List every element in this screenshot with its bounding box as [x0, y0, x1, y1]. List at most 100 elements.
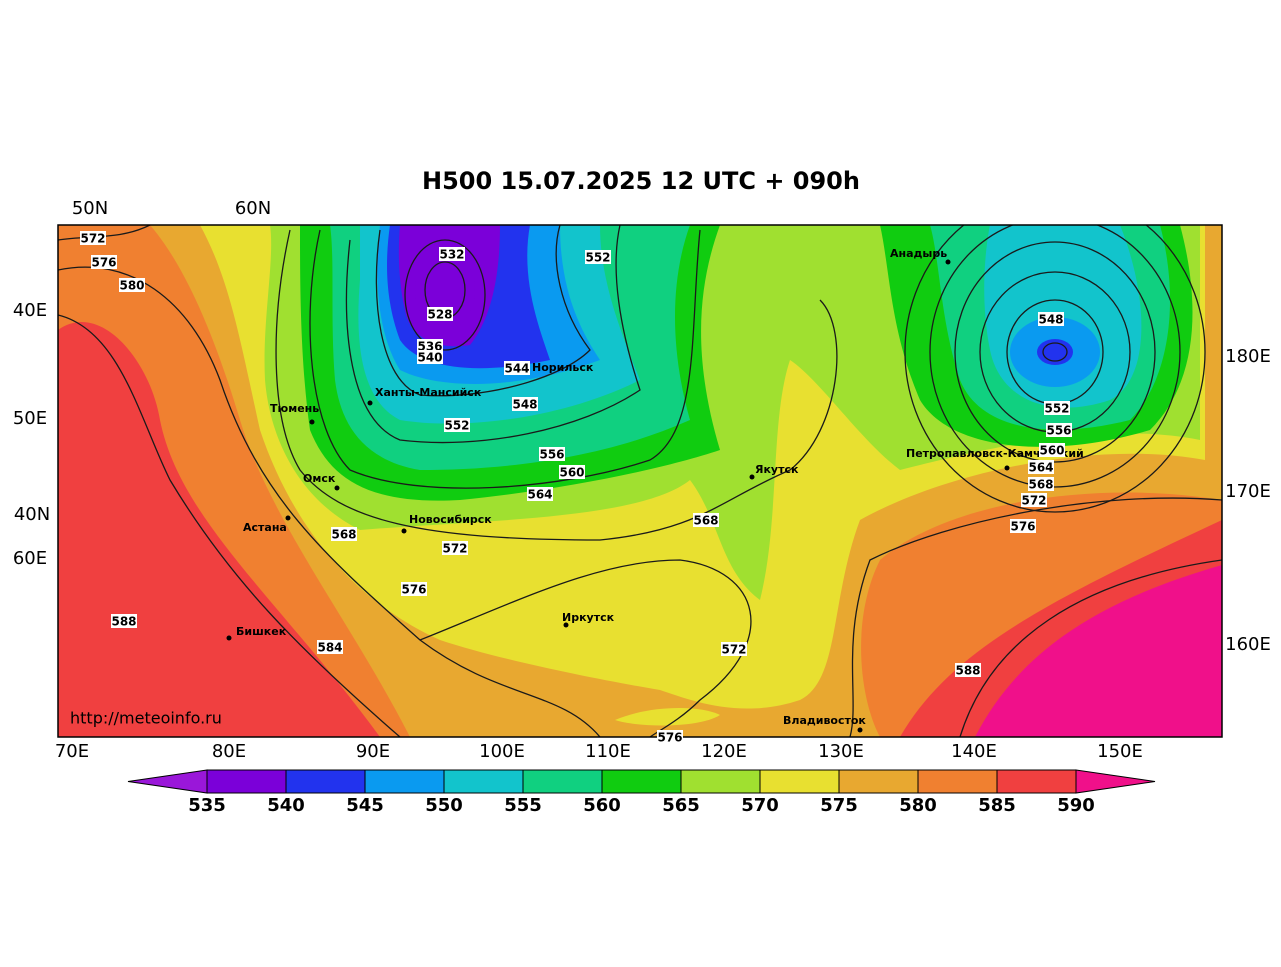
contour-label-bg: [585, 250, 611, 264]
colorbar-tick-label: 575: [820, 795, 858, 816]
colorbar-box: [522, 769, 603, 794]
city-label: Астана: [243, 521, 287, 534]
lat-label: 50N: [72, 198, 108, 219]
city-label: Иркутск: [562, 611, 615, 624]
colorbar-box: [838, 769, 919, 794]
contour-label-bg: [417, 339, 443, 353]
contour-label: 576: [657, 731, 682, 745]
contour-label-bg: [442, 541, 468, 555]
contour-label: 588: [955, 664, 980, 678]
url: http://meteoinfo.ru: [70, 709, 222, 728]
contour-label-bg: [657, 730, 683, 744]
contour-label: 572: [721, 643, 746, 657]
contour-label: 548: [1038, 313, 1063, 327]
colorbar-tick-label: 585: [978, 795, 1016, 816]
map-field: [58, 225, 1222, 737]
contour-label-bg: [1046, 423, 1072, 437]
contour-label-bg: [539, 447, 565, 461]
contour-label: 572: [80, 232, 105, 246]
contour-label: 552: [1044, 402, 1069, 416]
contour-label-bg: [1021, 493, 1047, 507]
lon-label: 150E: [1097, 741, 1143, 762]
contour-label-bg: [1028, 460, 1054, 474]
contour-label: 544: [504, 362, 529, 376]
city-dot: [226, 635, 232, 641]
contour-label: 556: [1046, 424, 1071, 438]
contour-label-bg: [444, 418, 470, 432]
city-dot: [309, 419, 315, 425]
colorbar-tick-label: 570: [741, 795, 779, 816]
contour-label-bg: [427, 307, 453, 321]
contour-label-bg: [1010, 519, 1036, 533]
contour-label-bg: [1044, 401, 1070, 415]
contour-label-bg: [1038, 312, 1064, 326]
city-label: Бишкек: [236, 625, 287, 638]
contour-label-bg: [721, 642, 747, 656]
colorbar-tick-label: 540: [267, 795, 305, 816]
city-dot: [401, 528, 407, 534]
lon-label: 110E: [585, 741, 631, 762]
city-dot: [285, 515, 291, 521]
colorbar-tick-label: 545: [346, 795, 384, 816]
city-dot: [334, 485, 340, 491]
lon-label: 70E: [55, 741, 89, 762]
colorbar-tick-label: 535: [188, 795, 226, 816]
city-label: Норильск: [532, 361, 594, 374]
colorbar-low: [127, 769, 208, 794]
colorbar-box: [917, 769, 998, 794]
contour-label: 528: [427, 308, 452, 322]
contour-label: 548: [512, 398, 537, 412]
map-frame: [57, 224, 1223, 738]
city-dot: [1004, 465, 1010, 471]
contour-label: 572: [1021, 494, 1046, 508]
contour-label: 564: [1028, 461, 1053, 475]
contour-label: 588: [111, 615, 136, 629]
city-dot: [749, 474, 755, 480]
contour-label: 576: [91, 256, 116, 270]
colorbar-box: [996, 769, 1077, 794]
contour-label: 568: [1028, 478, 1053, 492]
contour-label-bg: [91, 255, 117, 269]
colorbar-tick-label: 550: [425, 795, 463, 816]
colorbar-box: [206, 769, 287, 794]
contour-label-bg: [331, 527, 357, 541]
colorbar-box: [759, 769, 840, 794]
lon-label: 60E: [13, 548, 47, 569]
contour-label-bg: [527, 487, 553, 501]
city-label: Ханты-Мансийск: [375, 386, 482, 399]
contour-label-bg: [1039, 443, 1065, 457]
lat-label: 60N: [235, 198, 271, 219]
title: H500 15.07.2025 12 UTC + 090h: [422, 167, 860, 195]
colorbar-tick-label: 565: [662, 795, 700, 816]
lon-label: 120E: [701, 741, 747, 762]
lon-label: 180E: [1225, 346, 1271, 367]
city-dot: [945, 259, 951, 265]
colorbar-tick-label: 590: [1057, 795, 1095, 816]
contour-label-bg: [80, 231, 106, 245]
lon-label: 40N: [14, 504, 50, 525]
contour-label: 568: [331, 528, 356, 542]
colorbar-high: [1075, 769, 1156, 794]
colorbar-box: [364, 769, 445, 794]
contour-label-bg: [439, 247, 465, 261]
contour-label-bg: [512, 397, 538, 411]
colorbar-tick-label: 580: [899, 795, 937, 816]
contour-label: 576: [1010, 520, 1035, 534]
contour-label-bg: [401, 582, 427, 596]
lon-label: 100E: [479, 741, 525, 762]
lon-label: 160E: [1225, 634, 1271, 655]
city-label: Омск: [303, 472, 336, 485]
city-dot: [563, 622, 569, 628]
contour-label-bg: [955, 663, 981, 677]
city-label: Владивосток: [783, 714, 866, 727]
city-label: Анадырь: [890, 247, 947, 260]
contour-label-bg: [119, 278, 145, 292]
city-dot: [367, 400, 373, 406]
colorbar-box: [285, 769, 366, 794]
city-label: Якутск: [755, 463, 799, 476]
contour-label: 572: [442, 542, 467, 556]
contour-label: 564: [527, 488, 552, 502]
contour-label: 552: [444, 419, 469, 433]
contour-label: 580: [119, 279, 144, 293]
